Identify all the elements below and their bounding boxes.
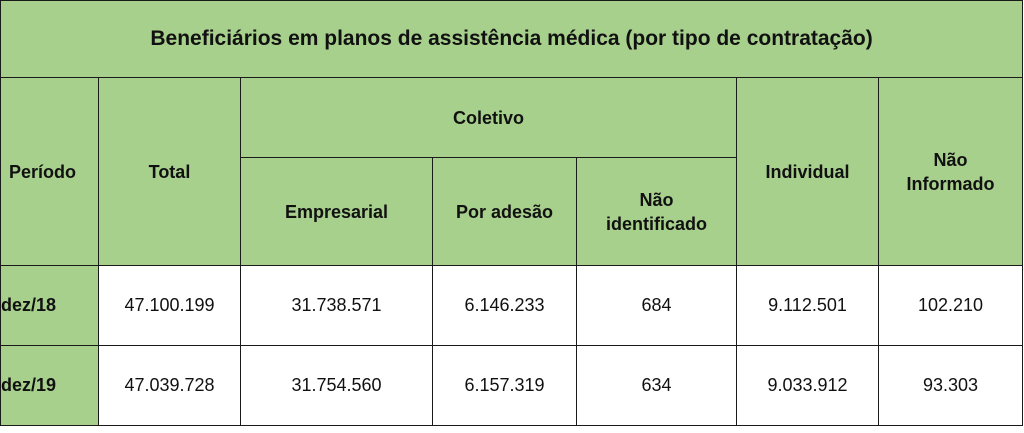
- cell-nao-identificado: 634: [576, 345, 737, 426]
- cell-individual: 9.033.912: [736, 345, 879, 426]
- header-por-adesao: Por adesão: [432, 157, 577, 266]
- header-nao-identificado-line2: identificado: [605, 213, 707, 234]
- table-title: Beneficiários em planos de assistência m…: [0, 0, 1024, 78]
- header-nao-informado-line2: Informado: [906, 173, 995, 194]
- header-nao-identificado-line1: Não: [639, 189, 674, 210]
- cell-total: 47.039.728: [98, 345, 241, 426]
- header-nao-informado: Não Informado: [877, 77, 1024, 266]
- cell-por-adesao: 6.157.319: [432, 345, 577, 426]
- cell-nao-informado: 102.210: [877, 265, 1024, 346]
- table-row: dez/18 47.100.199 31.738.571 6.146.233 6…: [0, 265, 1024, 346]
- row-periodo: dez/18: [0, 265, 99, 346]
- header-individual: Individual: [736, 77, 879, 266]
- header-nao-identificado: Não identificado: [576, 157, 737, 266]
- header-periodo: Período: [0, 77, 99, 266]
- header-nao-informado-line1: Não: [933, 149, 968, 170]
- row-periodo: dez/19: [0, 345, 99, 426]
- header-total: Total: [98, 77, 241, 266]
- cell-total: 47.100.199: [98, 265, 241, 346]
- cell-empresarial: 31.738.571: [240, 265, 433, 346]
- cell-nao-informado: 93.303: [877, 345, 1024, 426]
- header-empresarial: Empresarial: [240, 157, 433, 266]
- cell-por-adesao: 6.146.233: [432, 265, 577, 346]
- header-coletivo: Coletivo: [240, 77, 737, 158]
- cell-empresarial: 31.754.560: [240, 345, 433, 426]
- table-row: dez/19 47.039.728 31.754.560 6.157.319 6…: [0, 345, 1024, 426]
- cell-nao-identificado: 684: [576, 265, 737, 346]
- cell-individual: 9.112.501: [736, 265, 879, 346]
